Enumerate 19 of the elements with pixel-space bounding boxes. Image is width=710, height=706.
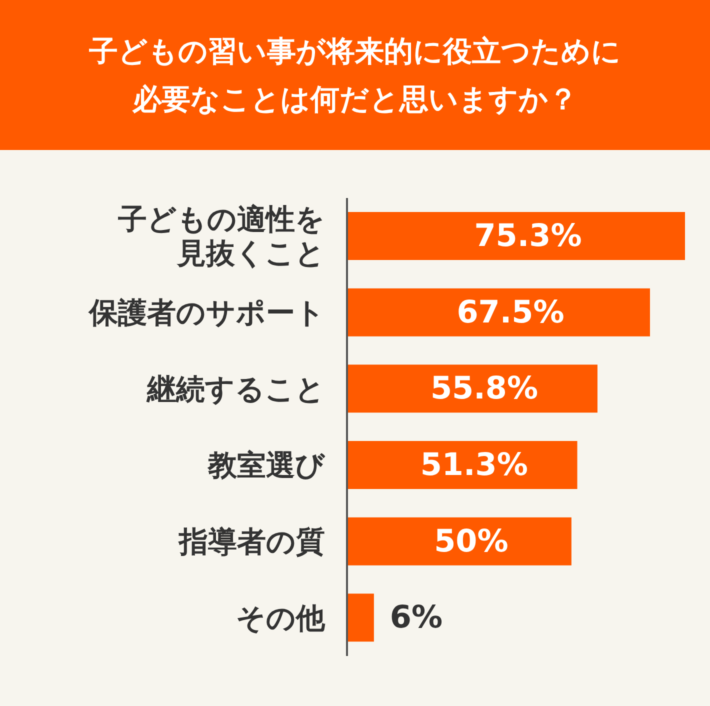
bar [347,364,598,413]
y-tick-label: その他 [236,600,326,635]
chart-title: 子どもの習い事が将来的に役立つために必要なことは何だと思いますか？ [88,33,622,118]
bar [347,288,650,336]
y-tick-label: 継続すること [146,372,325,406]
bar [347,441,578,489]
data-label: 55.8% [430,370,538,407]
data-label: 75.3% [474,218,582,254]
bar [347,594,374,642]
data-label: 50% [434,523,508,560]
data-label: 67.5% [456,294,564,330]
data-label: 6% [390,600,443,636]
y-tick-label: 教室選び [207,448,326,482]
y-tick-label: 指導者の質 [178,524,325,558]
bar [347,212,685,260]
y-tick-label: 保護者のサポート [88,296,325,330]
data-label: 51.3% [420,447,528,483]
bar [347,517,572,566]
y-tick-label: 子どもの適性を見抜くこと [117,202,325,270]
